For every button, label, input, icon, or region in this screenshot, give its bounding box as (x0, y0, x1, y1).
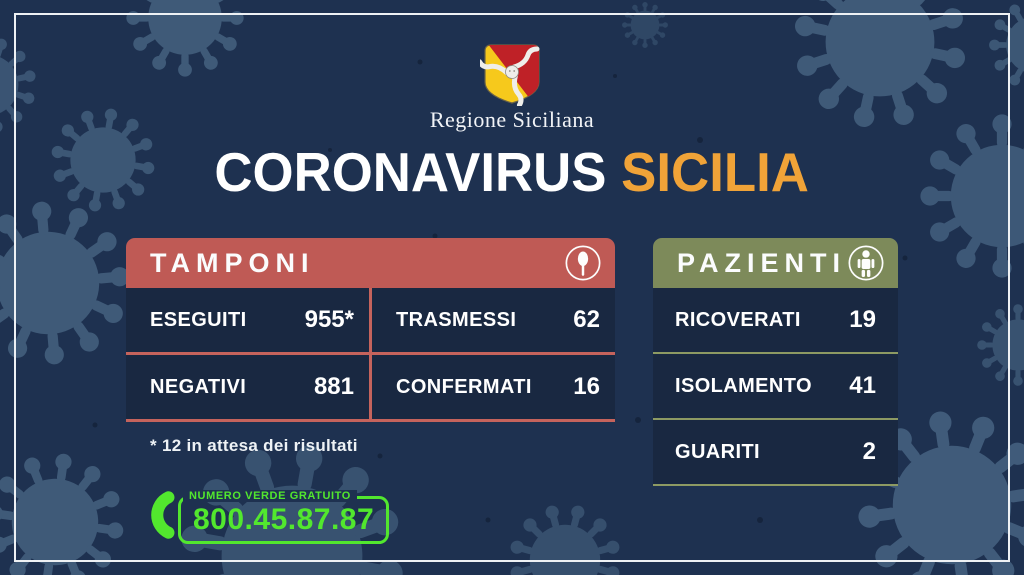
table-cell-trasmessi: TRASMESSI 62 (372, 288, 615, 352)
cell-label: CONFERMATI (396, 375, 532, 398)
row-label: ISOLAMENTO (675, 374, 812, 397)
table-row-ricoverati: RICOVERATI 19 (653, 288, 898, 354)
title-accent: SICILIA (621, 141, 810, 203)
hotline-number-box: NUMERO VERDE GRATUITO 800.45.87.87 (178, 490, 390, 544)
table-row-guariti: GUARITI 2 (653, 420, 898, 486)
row-value: 41 (849, 372, 876, 399)
hotline-label: NUMERO VERDE GRATUITO (183, 490, 357, 502)
row-label: RICOVERATI (675, 308, 801, 331)
title-main: CORONAVIRUS (214, 141, 607, 203)
pazienti-header-label: PAZIENTI (677, 247, 846, 278)
cell-value: 955* (304, 306, 354, 333)
cell-label: ESEGUITI (150, 308, 247, 331)
patient-icon (848, 245, 884, 281)
row-value: 2 (862, 438, 876, 465)
table-cell-eseguiti: ESEGUITI 955* (126, 288, 369, 352)
pazienti-table: RICOVERATI 19 ISOLAMENTO 41 GUARITI 2 (653, 288, 898, 486)
cell-label: NEGATIVI (150, 375, 247, 398)
cell-value: 16 (573, 373, 600, 400)
org-name: Regione Siciliana (429, 107, 595, 132)
hotline-badge: NUMERO VERDE GRATUITO 800.45.87.87 (146, 488, 390, 544)
page-title: CORONAVIRUS SICILIA (0, 140, 1024, 204)
brand-header: Regione Siciliana (0, 42, 1024, 133)
trinacria-symbol (480, 46, 540, 106)
pazienti-panel-header: PAZIENTI (653, 238, 898, 288)
table-row-isolamento: ISOLAMENTO 41 (653, 354, 898, 420)
tamponi-header-label: TAMPONI (150, 247, 315, 278)
tamponi-table: ESEGUITI 955* TRASMESSI 62 NEGATIVI 881 … (126, 288, 615, 422)
swab-icon (565, 245, 601, 281)
cell-value: 62 (573, 306, 600, 333)
row-value: 19 (849, 306, 876, 333)
tamponi-panel-header: TAMPONI (126, 238, 615, 288)
pazienti-panel: PAZIENTI RICOVERATI 19 ISOLAMENTO 41 (653, 238, 898, 486)
regione-siciliana-crest-icon (480, 44, 540, 106)
table-cell-negativi: NEGATIVI 881 (126, 355, 369, 419)
cell-value: 881 (313, 373, 354, 400)
table-cell-confermati: CONFERMATI 16 (372, 355, 615, 419)
cell-label: TRASMESSI (396, 308, 517, 331)
tamponi-panel: TAMPONI ESEGUITI 955* TRASMESSI 62 NEGAT… (126, 238, 615, 456)
phone-icon (151, 491, 175, 539)
tamponi-footnote: * 12 in attesa dei risultati (150, 436, 358, 455)
hotline-number: 800.45.87.87 (193, 503, 375, 536)
row-label: GUARITI (675, 440, 761, 463)
